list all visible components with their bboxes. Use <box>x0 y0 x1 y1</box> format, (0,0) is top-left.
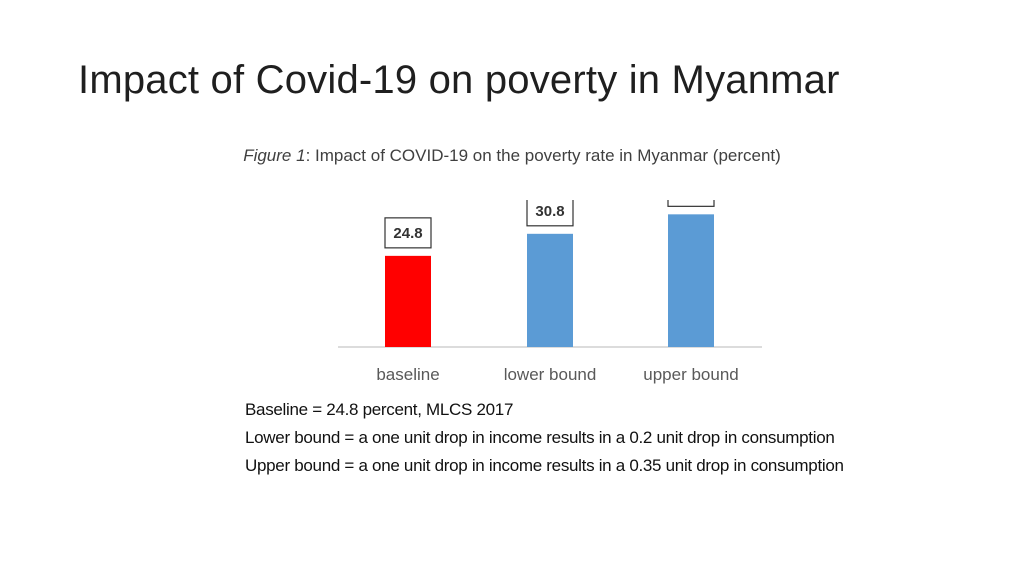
data-label-box <box>384 217 432 249</box>
figure-caption-text: : Impact of COVID-19 on the poverty rate… <box>305 146 781 165</box>
data-label-box <box>526 200 574 227</box>
data-label: 30.8 <box>535 203 564 220</box>
note-lower-bound: Lower bound = a one unit drop in income … <box>245 428 835 447</box>
figure-caption: Figure 1: Impact of COVID-19 on the pove… <box>0 146 1024 166</box>
data-label-box <box>667 200 715 207</box>
category-label: upper bound <box>643 365 738 384</box>
bar-upper-bound <box>668 214 714 347</box>
slide-title: Impact of Covid-19 on poverty in Myanmar <box>78 58 840 102</box>
category-label: baseline <box>376 365 439 384</box>
figure-label: Figure 1 <box>243 146 306 165</box>
bar-baseline <box>385 255 431 347</box>
data-label: 24.8 <box>393 225 422 242</box>
note-baseline: Baseline = 24.8 percent, MLCS 2017 <box>245 400 514 419</box>
bar-lower-bound <box>527 233 573 347</box>
note-upper-bound: Upper bound = a one unit drop in income … <box>245 456 844 475</box>
chart-notes: Baseline = 24.8 percent, MLCS 2017 Lower… <box>245 396 844 480</box>
category-label: lower bound <box>504 365 597 384</box>
